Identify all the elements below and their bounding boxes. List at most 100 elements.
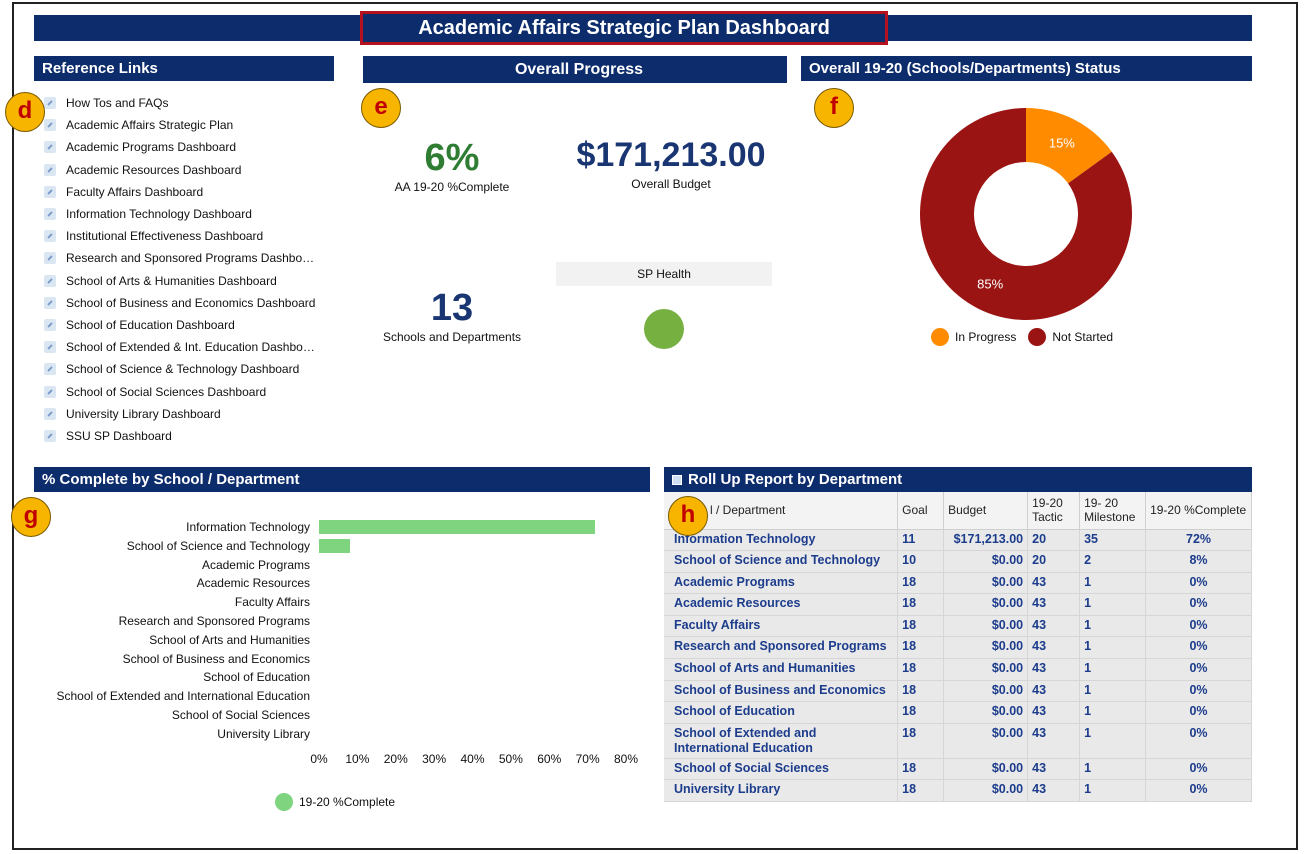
reference-link-label[interactable]: University Library Dashboard (66, 406, 221, 421)
reference-link[interactable]: Information Technology Dashboard (44, 203, 315, 225)
reference-link-label[interactable]: Information Technology Dashboard (66, 207, 252, 222)
table-row[interactable]: Academic Programs 18 $0.00 43 1 0% (664, 572, 1252, 595)
reference-link[interactable]: Academic Affairs Strategic Plan (44, 114, 315, 136)
bar-category-label: School of Education (203, 670, 310, 685)
reference-link-label[interactable]: School of Education Dashboard (66, 317, 235, 332)
donut-slice-not-started[interactable] (920, 108, 1132, 320)
complete-by-school-header: % Complete by School / Department (34, 467, 650, 492)
rollup-icon (672, 475, 682, 486)
reference-link-label[interactable]: School of Arts & Humanities Dashboard (66, 273, 277, 288)
bar-category-label: Faculty Affairs (234, 595, 310, 610)
table-cell: $0.00 (943, 572, 1029, 595)
table-row[interactable]: School of Arts and Humanities 18 $0.00 43 1 0… (664, 658, 1252, 681)
reference-link[interactable]: School of Arts & Humanities Dashboard (44, 270, 315, 292)
table-cell[interactable]: Faculty Affairs (664, 615, 899, 638)
table-cell[interactable]: School of Science and Technology (664, 550, 899, 573)
x-tick-label: 70% (575, 752, 600, 766)
x-tick-label: 60% (537, 752, 562, 766)
column-header[interactable]: 19-20 Tactic (1027, 492, 1081, 530)
link-icon (44, 407, 56, 420)
reference-links-list: How Tos and FAQs Academic Affairs Strateg… (44, 92, 315, 447)
reference-link[interactable]: Faculty Affairs Dashboard (44, 181, 315, 203)
table-cell[interactable]: Academic Programs (664, 572, 899, 595)
reference-link[interactable]: University Library Dashboard (44, 403, 315, 425)
column-header[interactable]: 19-20 %Complete (1145, 492, 1252, 530)
table-row[interactable]: Research and Sponsored Programs 18 $0.00 43… (664, 636, 1252, 660)
link-icon (44, 274, 56, 287)
reference-link[interactable]: School of Education Dashboard (44, 314, 315, 336)
table-cell[interactable]: School of Business and Economics (664, 680, 899, 703)
table-cell: 43 (1027, 658, 1081, 681)
table-cell: 1 (1079, 758, 1147, 781)
x-tick-label: 0% (310, 752, 328, 766)
badge-h: h (668, 496, 708, 536)
reference-link-label[interactable]: Academic Affairs Strategic Plan (66, 118, 234, 133)
reference-link[interactable]: Academic Resources Dashboard (44, 159, 315, 181)
reference-link[interactable]: School of Science & Technology Dashboard (44, 358, 315, 380)
table-cell: 0% (1145, 758, 1252, 781)
reference-link-label[interactable]: School of Social Sciences Dashboard (66, 384, 267, 399)
table-cell: 1 (1079, 723, 1147, 759)
table-row[interactable]: School of Education 18 $0.00 43 1 0% (664, 701, 1252, 724)
table-cell[interactable]: Academic Resources (664, 593, 899, 616)
column-header[interactable]: Goal (897, 492, 945, 530)
reference-link-label[interactable]: Institutional Effectiveness Dashboard (66, 229, 264, 244)
reference-link-label[interactable]: School of Extended & Int. Education Dash… (66, 340, 315, 355)
reference-link[interactable]: SSU SP Dashboard (44, 425, 315, 447)
reference-link[interactable]: School of Business and Economics Dashboa… (44, 292, 315, 314)
table-cell: $171,213.00 (943, 529, 1029, 552)
badge-d: d (5, 92, 45, 132)
reference-link-label[interactable]: Academic Programs Dashboard (66, 140, 237, 155)
table-cell[interactable]: Research and Sponsored Programs (664, 636, 899, 660)
bar-category-label: School of Business and Economics (122, 651, 310, 666)
reference-link[interactable]: How Tos and FAQs (44, 92, 315, 114)
rollup-table: l / Department Goal Budget 19-20 Tactic 19- … (664, 492, 1252, 803)
table-row[interactable]: School of Science and Technology 10 $0.00 2… (664, 550, 1252, 573)
table-cell: 18 (897, 572, 945, 595)
reference-link-label[interactable]: How Tos and FAQs (66, 96, 169, 111)
donut-slice-in-progress[interactable] (1026, 108, 1112, 184)
reference-link-label[interactable]: Faculty Affairs Dashboard (66, 184, 204, 199)
table-cell: 10 (897, 550, 945, 573)
bar-mark[interactable] (319, 538, 350, 553)
bar-category-label: Information Technology (186, 520, 310, 534)
legend-label-in-progress: In Progress (955, 330, 1017, 344)
reference-link[interactable]: Academic Programs Dashboard (44, 136, 315, 158)
table-cell: 0% (1145, 572, 1252, 595)
reference-link[interactable]: Institutional Effectiveness Dashboard (44, 225, 315, 247)
table-row[interactable]: School of Social Sciences 18 $0.00 43 1 0% (664, 758, 1252, 781)
rollup-header: Roll Up Report by Department (664, 467, 1252, 492)
table-cell[interactable]: Information Technology (664, 529, 899, 552)
table-row[interactable]: School of Extended and International Edu… (664, 723, 1252, 759)
table-row[interactable]: University Library 18 $0.00 43 1 0% (664, 779, 1252, 803)
table-row[interactable]: Information Technology 11 $171,213.00 20 35 7… (664, 529, 1252, 552)
kpi-schools-count: 13 Schools and Departments (372, 288, 532, 344)
table-cell[interactable]: School of Social Sciences (664, 758, 899, 781)
table-row[interactable]: School of Business and Economics 18 $0.00 4… (664, 680, 1252, 703)
reference-link-label[interactable]: Research and Sponsored Programs Dashbo… (66, 251, 315, 266)
reference-link-label[interactable]: SSU SP Dashboard (66, 428, 172, 443)
link-icon (44, 252, 56, 265)
table-cell[interactable]: University Library (664, 779, 899, 803)
reference-link-label[interactable]: School of Business and Economics Dashboa… (66, 295, 316, 310)
link-icon (44, 119, 56, 132)
table-cell[interactable]: School of Extended and International Edu… (664, 723, 899, 759)
percent-complete-value: 6% (424, 137, 480, 179)
reference-link-label[interactable]: School of Science & Technology Dashboard (66, 362, 300, 377)
reference-link-label[interactable]: Academic Resources Dashboard (66, 162, 242, 177)
reference-link[interactable]: School of Social Sciences Dashboard (44, 380, 315, 402)
table-cell[interactable]: School of Education (664, 701, 899, 724)
x-tick-label: 40% (460, 752, 485, 766)
column-header[interactable]: Budget (943, 492, 1029, 530)
table-row[interactable]: Faculty Affairs 18 $0.00 43 1 0% (664, 615, 1252, 638)
kpi-percent-complete: 6% AA 19-20 %Complete (372, 138, 532, 194)
reference-links-header: Reference Links (34, 56, 334, 81)
table-cell[interactable]: School of Arts and Humanities (664, 658, 899, 681)
x-tick-label: 30% (422, 752, 447, 766)
reference-link[interactable]: School of Extended & Int. Education Dash… (44, 336, 315, 358)
bar-mark[interactable] (319, 520, 596, 534)
link-icon (44, 385, 56, 398)
table-row[interactable]: Academic Resources 18 $0.00 43 1 0% (664, 593, 1252, 616)
column-header[interactable]: 19- 20 Milestone (1079, 492, 1147, 530)
reference-link[interactable]: Research and Sponsored Programs Dashbo… (44, 247, 315, 269)
